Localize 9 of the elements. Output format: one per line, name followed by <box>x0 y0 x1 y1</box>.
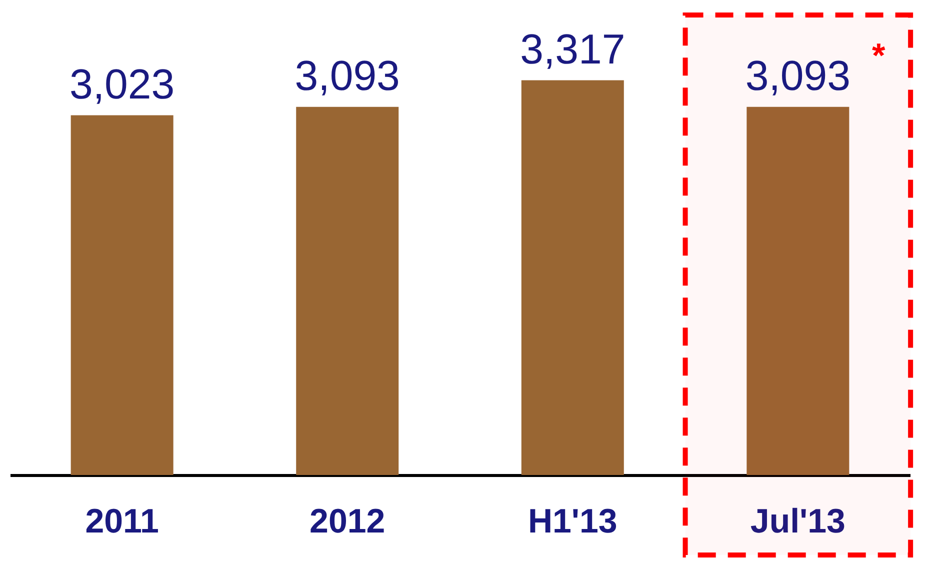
x-tick-label: 2011 <box>85 502 159 540</box>
x-tick-label: 2012 <box>310 502 386 540</box>
data-label: 3,317 <box>520 25 626 72</box>
x-tick-label: H1'13 <box>528 502 618 540</box>
text: * <box>872 37 886 75</box>
data-label: 3,093 <box>294 52 400 99</box>
data-label: 3,023 <box>70 60 175 108</box>
data-label: 3,093 <box>745 52 850 99</box>
x-tick-label: Jul'13 <box>750 502 846 540</box>
